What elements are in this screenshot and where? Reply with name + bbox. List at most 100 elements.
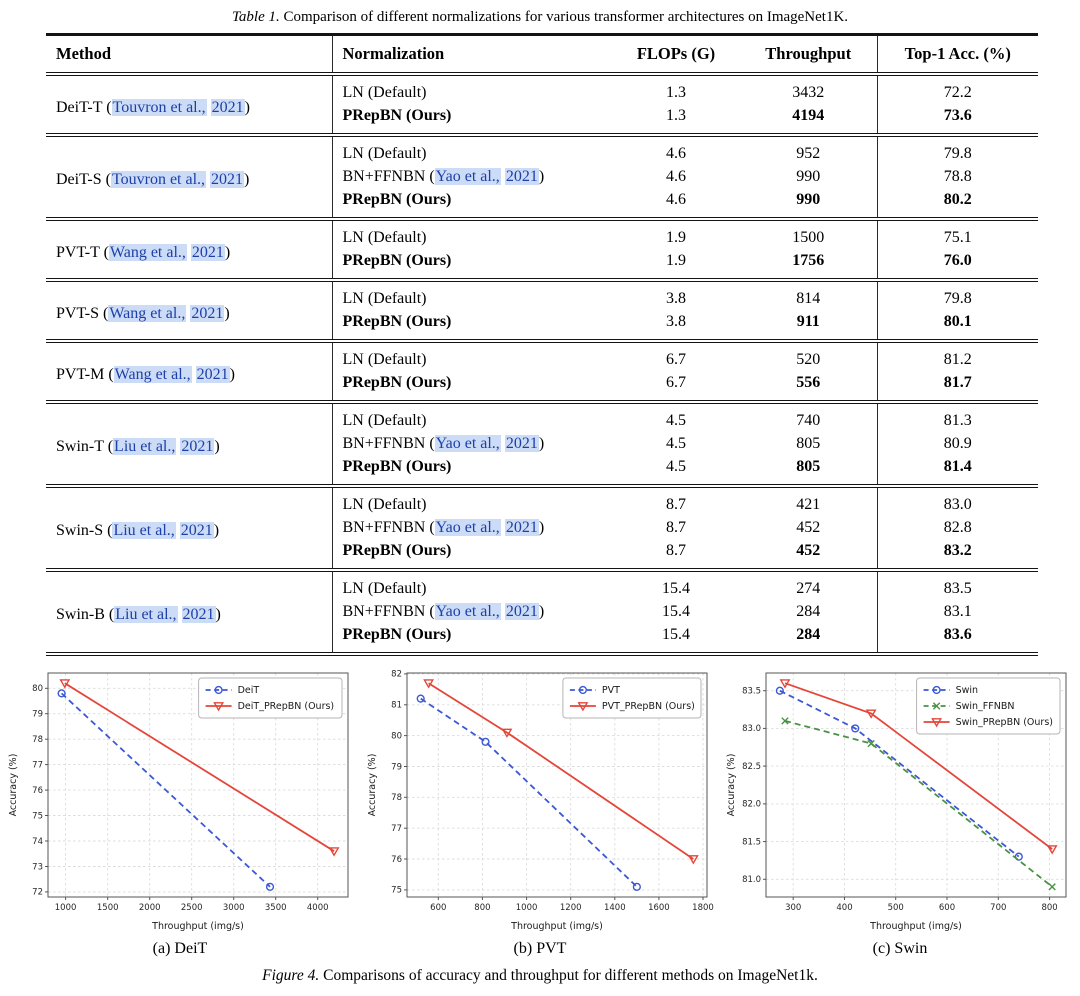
acc-cell: 73.6 xyxy=(876,104,1038,135)
citation-link[interactable]: Touvron et al., xyxy=(111,98,207,116)
acc-cell: 80.1 xyxy=(876,310,1038,341)
flops-cell: 15.4 xyxy=(662,580,690,597)
y-tick-label: 82.0 xyxy=(742,800,761,810)
figure-caption: Figure 4. Comparisons of accuracy and th… xyxy=(0,967,1080,985)
throughput-cell: 3432 xyxy=(792,84,825,101)
normalization-cell: BN+FFNBN (Yao et al., 2021) xyxy=(331,516,612,539)
data-point-marker xyxy=(1048,883,1056,891)
table-row: Swin-S (Liu et al., 2021) LN (Default) 8.7… xyxy=(46,486,1038,539)
table-row: PRepBN (Ours) 3.8 911 80.1 xyxy=(46,310,1038,341)
citation-link[interactable]: Yao et al., xyxy=(434,519,501,536)
acc-cell: 81.7 xyxy=(876,371,1038,402)
throughput-cell: 990 xyxy=(796,191,821,208)
y-tick-label: 73 xyxy=(32,862,43,872)
citation-year-link[interactable]: 2021 xyxy=(504,168,539,185)
data-point-marker xyxy=(932,702,941,710)
legend-label: DeiT_PRepBN (Ours) xyxy=(238,701,335,712)
citation-year-link[interactable]: 2021 xyxy=(195,365,230,383)
normalization-cell: LN (Default) xyxy=(331,219,612,249)
citation-link[interactable]: Touvron et al., xyxy=(110,171,207,188)
figure-caption-label: Figure 4. xyxy=(262,967,320,984)
x-axis-label: Throughput (img/s) xyxy=(510,921,603,932)
throughput-cell: 520 xyxy=(796,351,821,368)
x-tick-label: 1000 xyxy=(55,903,77,913)
series-line xyxy=(779,689,1020,858)
figure-subcaptions: (a) DeiT (b) PVT (c) Swin xyxy=(0,940,1080,958)
citation-year-link[interactable]: 2021 xyxy=(181,606,216,623)
figure-caption-text: Comparisons of accuracy and throughput f… xyxy=(323,967,818,984)
acc-cell: 75.1 xyxy=(876,219,1038,249)
series-line xyxy=(420,697,638,888)
x-tick-label: 3500 xyxy=(265,903,287,913)
citation-year-link[interactable]: 2021 xyxy=(179,522,214,539)
citation-year-link[interactable]: 2021 xyxy=(210,98,245,116)
throughput-cell: 740 xyxy=(796,412,821,429)
normalization-cell: LN (Default) xyxy=(331,570,612,600)
series-line xyxy=(784,720,1053,888)
method-cell: Swin-B (Liu et al., 2021) xyxy=(56,606,221,623)
acc-cell: 83.0 xyxy=(876,486,1038,516)
y-tick-label: 83.0 xyxy=(742,724,761,734)
acc-cell: 83.6 xyxy=(876,623,1038,654)
citation-year-link[interactable]: 2021 xyxy=(190,243,225,261)
citation-link[interactable]: Liu et al., xyxy=(114,606,178,623)
citation-link[interactable]: Yao et al., xyxy=(434,603,501,620)
citation-link[interactable]: Wang et al., xyxy=(108,243,187,261)
data-point-marker xyxy=(865,709,877,719)
citation-link[interactable]: Liu et al., xyxy=(112,522,176,539)
y-tick-label: 77 xyxy=(391,824,402,834)
legend-label: PVT xyxy=(602,685,620,696)
deit-chart-svg: 1000 1500 2000 2500 3000 3500 4000 72 73 74 75 76 77… xyxy=(8,672,349,932)
normalization-cell: PRepBN (Ours) xyxy=(331,623,612,654)
swin-chart-svg: 300 400 500 600 700 800 81.0 81.5 82.0 82.5 83.0 83… xyxy=(726,672,1067,932)
x-tick-label: 1600 xyxy=(648,903,670,913)
data-point-marker xyxy=(931,718,943,728)
flops-cell: 8.7 xyxy=(666,542,686,559)
data-point-marker xyxy=(423,679,435,689)
data-point-marker xyxy=(328,847,340,857)
normalization-cell: LN (Default) xyxy=(331,280,612,310)
legend: Swin Swin_FFNBN Swin_PRepBN (Ours) xyxy=(916,677,1061,735)
citation-link[interactable]: Yao et al., xyxy=(434,435,501,452)
citation-link[interactable]: Liu et al., xyxy=(113,438,177,455)
subcaption-pvt: (b) PVT xyxy=(513,940,567,957)
acc-cell: 80.2 xyxy=(876,188,1038,219)
throughput-cell: 1756 xyxy=(792,252,825,269)
method-cell: PVT-T (Wang et al., 2021) xyxy=(56,243,231,261)
x-tick-label: 400 xyxy=(836,903,852,913)
citation-link[interactable]: Wang et al., xyxy=(108,304,187,322)
citation-year-link[interactable]: 2021 xyxy=(504,603,539,620)
col-header-throughput: Throughput xyxy=(765,44,852,63)
y-tick-label: 79 xyxy=(32,710,43,720)
normalization-cell: BN+FFNBN (Yao et al., 2021) xyxy=(331,165,612,188)
table-row: PVT-S (Wang et al., 2021) LN (Default) 3.8… xyxy=(46,280,1038,322)
throughput-cell: 274 xyxy=(796,580,821,597)
table-row: PRepBN (Ours) 8.7 452 83.2 xyxy=(46,539,1038,570)
throughput-cell: 805 xyxy=(796,435,821,452)
citation-year-link[interactable]: 2021 xyxy=(504,435,539,452)
citation-year-link[interactable]: 2021 xyxy=(210,171,245,188)
acc-cell: 78.8 xyxy=(876,165,1038,188)
y-axis-label: Accuracy (%) xyxy=(726,754,737,817)
swin-chart: 300 400 500 600 700 800 81.0 81.5 82.0 82.5 83.0 83… xyxy=(724,661,1076,937)
citation-year-link[interactable]: 2021 xyxy=(504,519,539,536)
table-caption: Table 1. Comparison of different normali… xyxy=(0,0,1080,33)
acc-cell: 81.3 xyxy=(876,402,1038,432)
citation-link[interactable]: Wang et al., xyxy=(113,365,192,383)
citation-year-link[interactable]: 2021 xyxy=(180,438,215,455)
table-row: PRepBN (Ours) 4.5 805 81.4 xyxy=(46,455,1038,486)
x-tick-label: 600 xyxy=(430,903,446,913)
throughput-cell: 452 xyxy=(796,542,821,559)
acc-cell: 83.5 xyxy=(876,570,1038,600)
citation-year-link[interactable]: 2021 xyxy=(190,304,225,322)
series-line xyxy=(60,692,271,888)
flops-cell: 15.4 xyxy=(662,626,690,643)
citation-link[interactable]: Yao et al., xyxy=(434,168,501,185)
x-tick-label: 800 xyxy=(1041,903,1057,913)
x-tick-label: 800 xyxy=(474,903,490,913)
flops-cell: 4.5 xyxy=(666,458,686,475)
x-tick-label: 700 xyxy=(990,903,1006,913)
flops-cell: 4.6 xyxy=(666,191,686,208)
data-point-marker xyxy=(214,685,223,695)
method-group: PVT-S (Wang et al., 2021) LN (Default) 3.8… xyxy=(46,280,1038,341)
